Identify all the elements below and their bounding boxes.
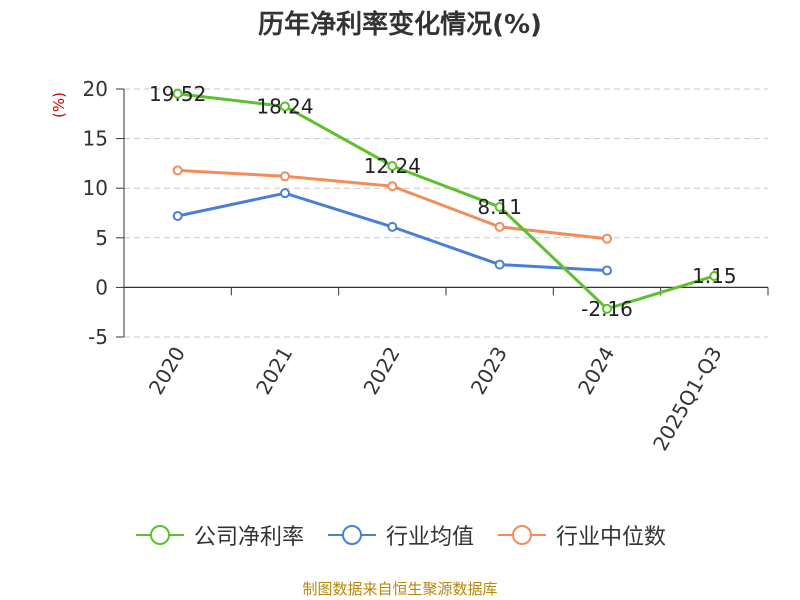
grid-layer xyxy=(124,88,768,338)
legend-industry-median-marker xyxy=(498,525,546,545)
x-tick-label: 2024 xyxy=(573,343,619,399)
data-source-note: 制图数据来自恒生聚源数据库 xyxy=(302,580,498,598)
x-tick-label: 2021 xyxy=(251,343,297,399)
legend-item-industry-median[interactable]: 行业中位数 xyxy=(496,519,666,551)
data-point-0-5 xyxy=(709,270,720,281)
data-label: 1.15 xyxy=(692,264,737,288)
series-line-0 xyxy=(177,92,715,311)
data-label: 18.24 xyxy=(256,94,313,118)
x-tick-label: 2022 xyxy=(358,343,404,399)
data-point-2-0 xyxy=(172,165,183,176)
data-label: 8.11 xyxy=(477,195,522,219)
data-point-2-4 xyxy=(602,233,612,244)
data-label: -2.16 xyxy=(581,297,633,321)
data-point-1-1 xyxy=(280,188,290,199)
series-layer xyxy=(172,88,720,314)
legend: 公司净利率 行业均值 行业中位数 xyxy=(0,519,800,551)
data-point-2-3 xyxy=(494,221,505,232)
data-point-2-1 xyxy=(280,171,290,182)
legend-company-marker xyxy=(135,525,184,545)
data-point-1-2 xyxy=(387,221,398,232)
legend-industry-mean-marker xyxy=(327,525,376,545)
data-point-0-3 xyxy=(494,201,505,212)
axis-layer: 20 15 10 5 0 -5 2020 2021 2022 2023 2024 2025Q1-Q3 xyxy=(83,77,769,455)
data-point-1-4 xyxy=(602,265,612,276)
y-tick-label: 0 xyxy=(95,275,108,299)
data-point-1-3 xyxy=(494,259,505,270)
data-label: 12.24 xyxy=(364,154,421,178)
label-layer: 19.52 18.24 12.24 8.11 -2.16 1.15 xyxy=(149,82,737,321)
legend-item-industry-mean[interactable]: 行业均值 xyxy=(326,519,474,551)
y-tick-label: 15 xyxy=(83,127,108,151)
x-tick-label: 2023 xyxy=(466,342,512,398)
legend-industry-median-label: 行业中位数 xyxy=(556,525,667,550)
x-tick-label: 2025Q1-Q3 xyxy=(648,343,727,455)
legend-item-company[interactable]: 公司净利率 xyxy=(134,519,304,551)
data-label: 19.52 xyxy=(149,82,206,106)
data-point-0-2 xyxy=(387,160,398,171)
data-point-0-0 xyxy=(172,88,183,99)
y-tick-label: 5 xyxy=(95,226,108,250)
x-tick-label: 2020 xyxy=(144,343,190,399)
data-point-1-0 xyxy=(172,210,183,221)
legend-company-label: 公司净利率 xyxy=(193,525,304,550)
data-point-0-1 xyxy=(280,101,290,112)
y-tick-label: -5 xyxy=(88,325,108,349)
legend-industry-mean-label: 行业均值 xyxy=(385,525,474,550)
data-point-0-4 xyxy=(602,303,612,314)
y-tick-label: 20 xyxy=(83,77,108,101)
chart-title: 历年净利率变化情况(%) xyxy=(258,10,542,40)
data-point-2-2 xyxy=(387,181,398,192)
y-tick-label: 10 xyxy=(83,176,108,200)
